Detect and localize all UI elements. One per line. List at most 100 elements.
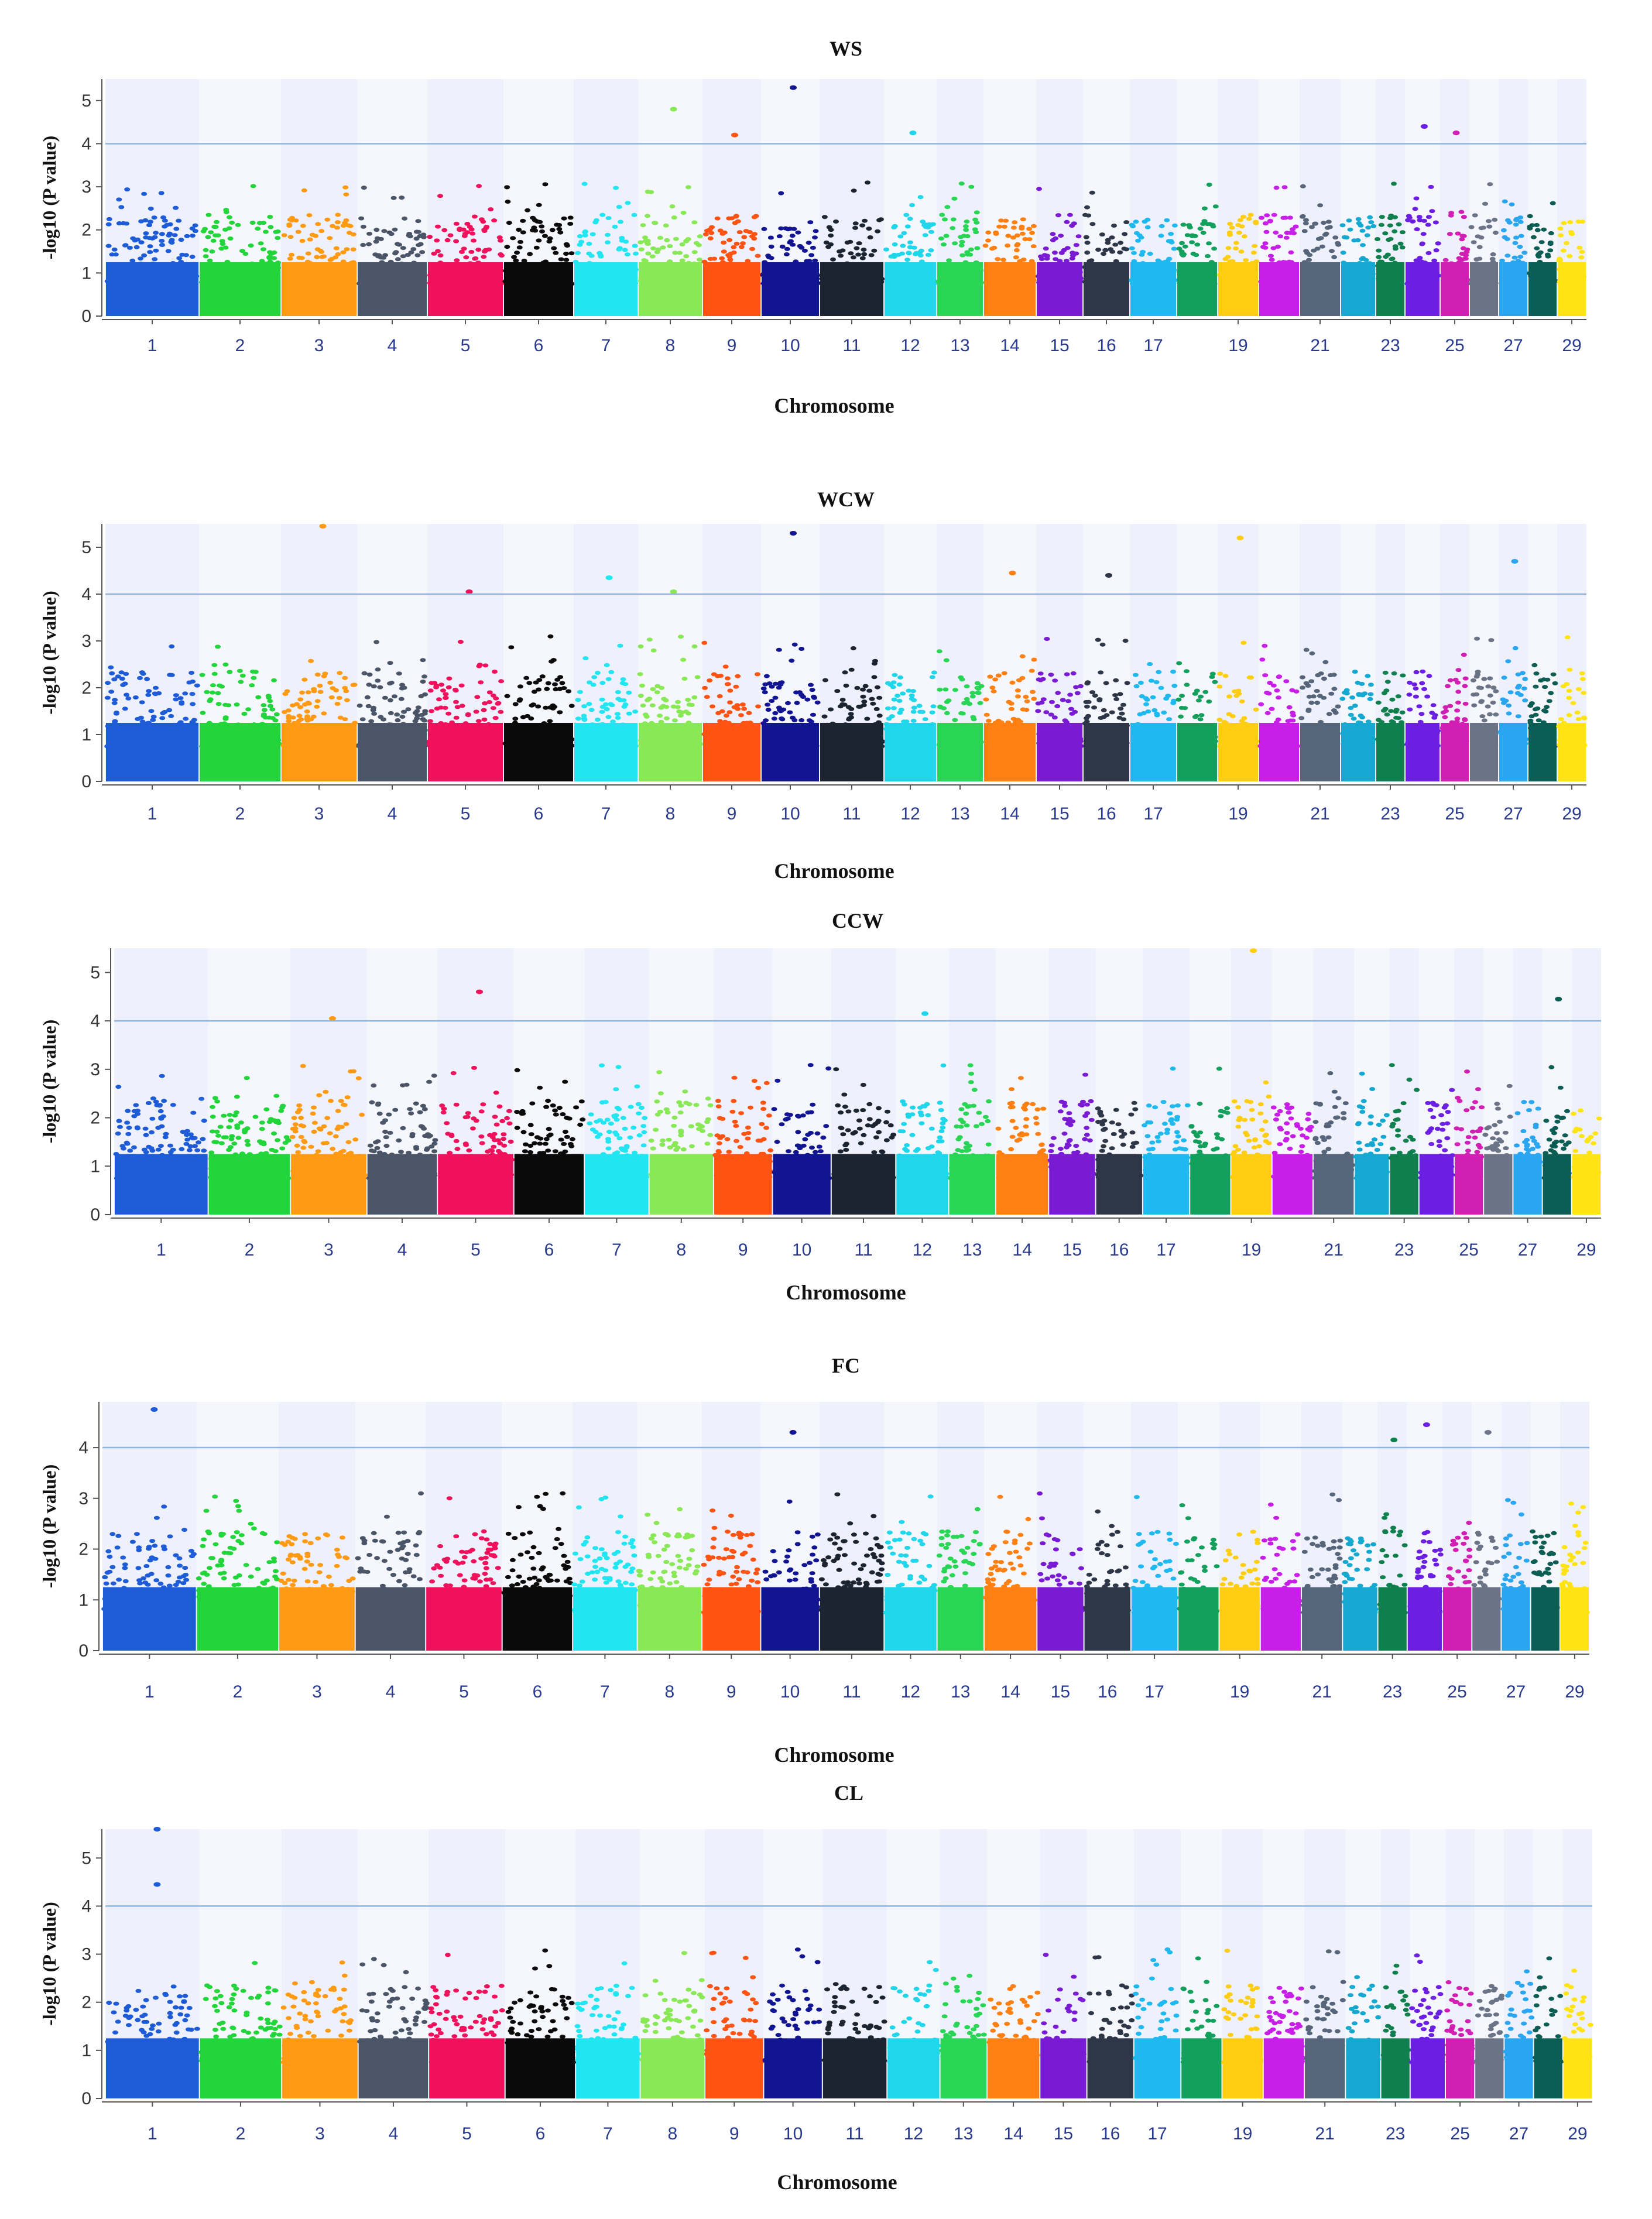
- snp-point: [1206, 183, 1212, 187]
- snp-point: [650, 648, 657, 653]
- snp-point: [1212, 680, 1218, 684]
- snp-point: [1309, 651, 1315, 656]
- snp-point: [797, 243, 803, 248]
- snp-point: [812, 235, 818, 240]
- snp-point: [618, 220, 623, 224]
- snp-point: [144, 677, 150, 681]
- snp-point: [1089, 222, 1096, 227]
- snp-point: [1504, 236, 1510, 241]
- snp-point: [1089, 690, 1095, 695]
- snp-point: [1406, 692, 1413, 697]
- snp-point: [642, 239, 649, 243]
- snp-point: [734, 241, 740, 246]
- snp-point: [761, 227, 767, 231]
- snp-point: [870, 701, 876, 706]
- snp-point: [406, 232, 413, 236]
- snp-point: [1226, 694, 1232, 699]
- snp-point: [1078, 684, 1084, 688]
- snp-point: [669, 204, 676, 208]
- snp-point: [848, 715, 854, 719]
- snp-point: [375, 678, 381, 683]
- snp-point: [885, 706, 891, 711]
- snp-point: [1557, 227, 1564, 231]
- snp-point: [123, 671, 129, 676]
- snp-point: [436, 697, 442, 702]
- snp-point: [521, 259, 527, 263]
- snp-point: [438, 682, 445, 687]
- snp-point: [429, 709, 435, 714]
- snp-point: [559, 681, 565, 685]
- snp-point: [200, 1137, 206, 1141]
- snp-point: [1520, 671, 1526, 675]
- snp-point: [1262, 643, 1268, 648]
- snp-point: [578, 239, 585, 244]
- snp-point: [784, 246, 790, 251]
- snp-point: [721, 249, 727, 254]
- x-tick-label: 12: [900, 336, 920, 355]
- snp-point: [208, 230, 214, 235]
- snp-point: [1383, 255, 1389, 259]
- snp-point: [1406, 215, 1413, 220]
- snp-point: [1264, 213, 1270, 218]
- snp-point: [1517, 220, 1524, 224]
- snp-point: [610, 719, 616, 724]
- snp-point: [219, 239, 225, 243]
- x-tick-label: 2: [235, 804, 245, 824]
- snp-point: [524, 714, 530, 718]
- snp-point: [1031, 657, 1037, 662]
- snp-point: [536, 687, 541, 692]
- snp-point: [890, 685, 896, 690]
- snp-point: [622, 682, 629, 687]
- snp-point: [1351, 238, 1358, 243]
- snp-point: [511, 255, 517, 259]
- snp-point: [1010, 235, 1016, 240]
- snp-point: [468, 249, 475, 254]
- snp-point: [721, 241, 727, 245]
- snp-point: [287, 256, 293, 261]
- snp-point: [812, 258, 818, 263]
- snp-point: [598, 254, 604, 259]
- snp-point: [790, 715, 796, 720]
- snp-point: [1433, 248, 1439, 253]
- snp-point: [176, 218, 182, 223]
- snp-point: [821, 215, 828, 220]
- snp-point: [640, 223, 646, 228]
- snp-point: [943, 234, 950, 238]
- snp-point: [867, 235, 873, 239]
- snp-point: [625, 201, 631, 205]
- snp-point: [1290, 227, 1296, 232]
- snp-point: [854, 246, 860, 251]
- snp-point: [1536, 252, 1543, 256]
- snp-point: [498, 679, 505, 684]
- snp-point: [664, 238, 670, 242]
- x-tick-label: 25: [1445, 804, 1464, 824]
- snp-point: [691, 695, 698, 699]
- snp-point: [504, 245, 510, 249]
- snp-point: [1317, 203, 1324, 208]
- snp-point: [1576, 245, 1583, 250]
- snp-point: [1346, 218, 1352, 223]
- snp-point: [1452, 677, 1459, 682]
- snp-point: [944, 205, 951, 210]
- snp-point: [1144, 217, 1151, 222]
- snp-point: [116, 1119, 122, 1123]
- snp-point: [1544, 677, 1551, 682]
- snp-point: [1099, 232, 1105, 237]
- snp-point: [1557, 256, 1563, 261]
- x-tick-label: 9: [727, 804, 737, 824]
- snp-point: [547, 236, 553, 241]
- snp-point: [617, 698, 623, 702]
- snp-point: [1166, 256, 1173, 261]
- snp-point: [1501, 675, 1507, 680]
- snp-point: [989, 685, 996, 690]
- snp-point: [1067, 212, 1073, 217]
- snp-point: [1008, 706, 1014, 711]
- snp-point: [1419, 681, 1425, 685]
- snp-point-cluster: [1406, 262, 1439, 316]
- snp-point: [1355, 217, 1362, 221]
- snp-point: [1222, 674, 1229, 678]
- snp-point: [1246, 675, 1253, 680]
- snp-point: [438, 705, 444, 710]
- snp-point: [663, 223, 669, 228]
- snp-point-cluster: [762, 262, 819, 316]
